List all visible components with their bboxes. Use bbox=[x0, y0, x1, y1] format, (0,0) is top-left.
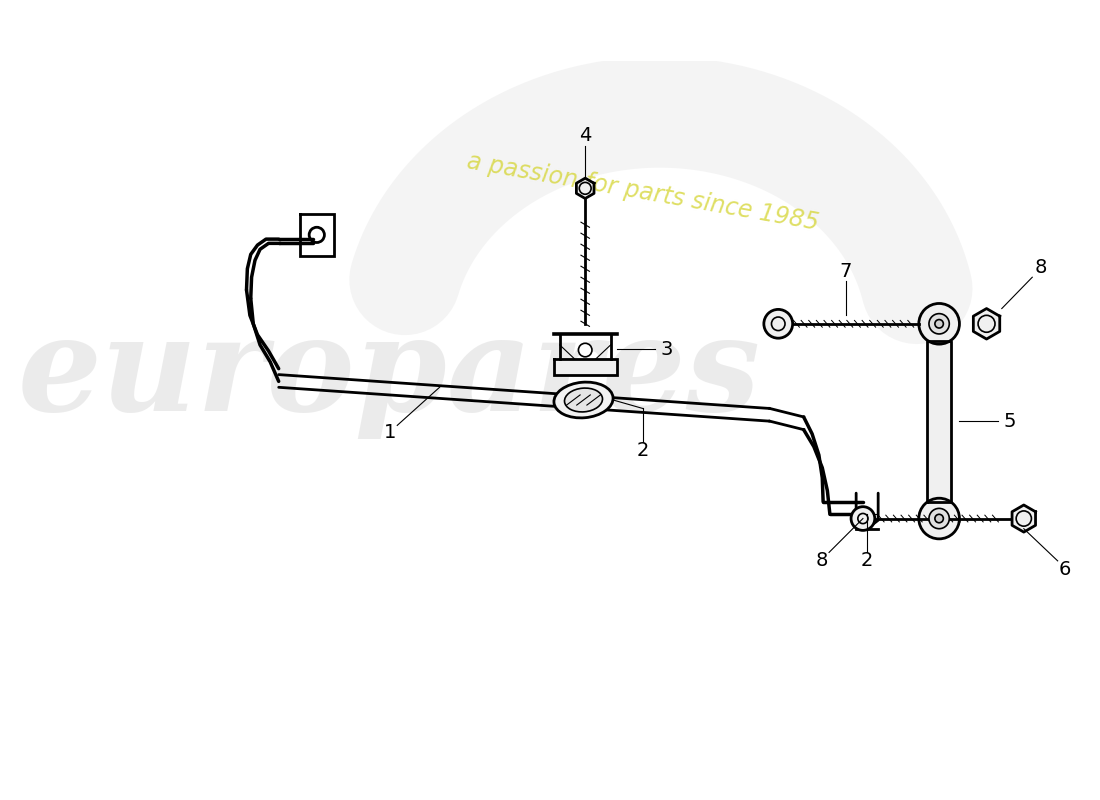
Polygon shape bbox=[554, 359, 617, 374]
Ellipse shape bbox=[554, 382, 613, 418]
Polygon shape bbox=[974, 309, 1000, 339]
Circle shape bbox=[930, 508, 949, 529]
Circle shape bbox=[918, 303, 959, 344]
Circle shape bbox=[579, 343, 592, 357]
Text: 8: 8 bbox=[816, 551, 828, 570]
Circle shape bbox=[930, 314, 949, 334]
Text: 8: 8 bbox=[1034, 258, 1047, 277]
Polygon shape bbox=[927, 341, 952, 502]
Text: 3: 3 bbox=[660, 340, 673, 358]
Circle shape bbox=[851, 506, 874, 530]
Circle shape bbox=[763, 310, 793, 338]
Circle shape bbox=[935, 319, 944, 328]
Ellipse shape bbox=[564, 388, 603, 412]
Text: europares: europares bbox=[18, 310, 760, 439]
Text: 6: 6 bbox=[1058, 560, 1070, 579]
Circle shape bbox=[935, 514, 944, 522]
Text: 2: 2 bbox=[637, 442, 649, 460]
Text: a passion for parts since 1985: a passion for parts since 1985 bbox=[465, 150, 821, 235]
Text: 7: 7 bbox=[839, 262, 853, 281]
Polygon shape bbox=[576, 178, 594, 198]
Text: 5: 5 bbox=[1003, 412, 1015, 430]
Circle shape bbox=[918, 498, 959, 539]
Text: 4: 4 bbox=[579, 126, 592, 146]
Text: 1: 1 bbox=[384, 422, 397, 442]
Polygon shape bbox=[1012, 505, 1035, 532]
Text: 2: 2 bbox=[861, 551, 873, 570]
